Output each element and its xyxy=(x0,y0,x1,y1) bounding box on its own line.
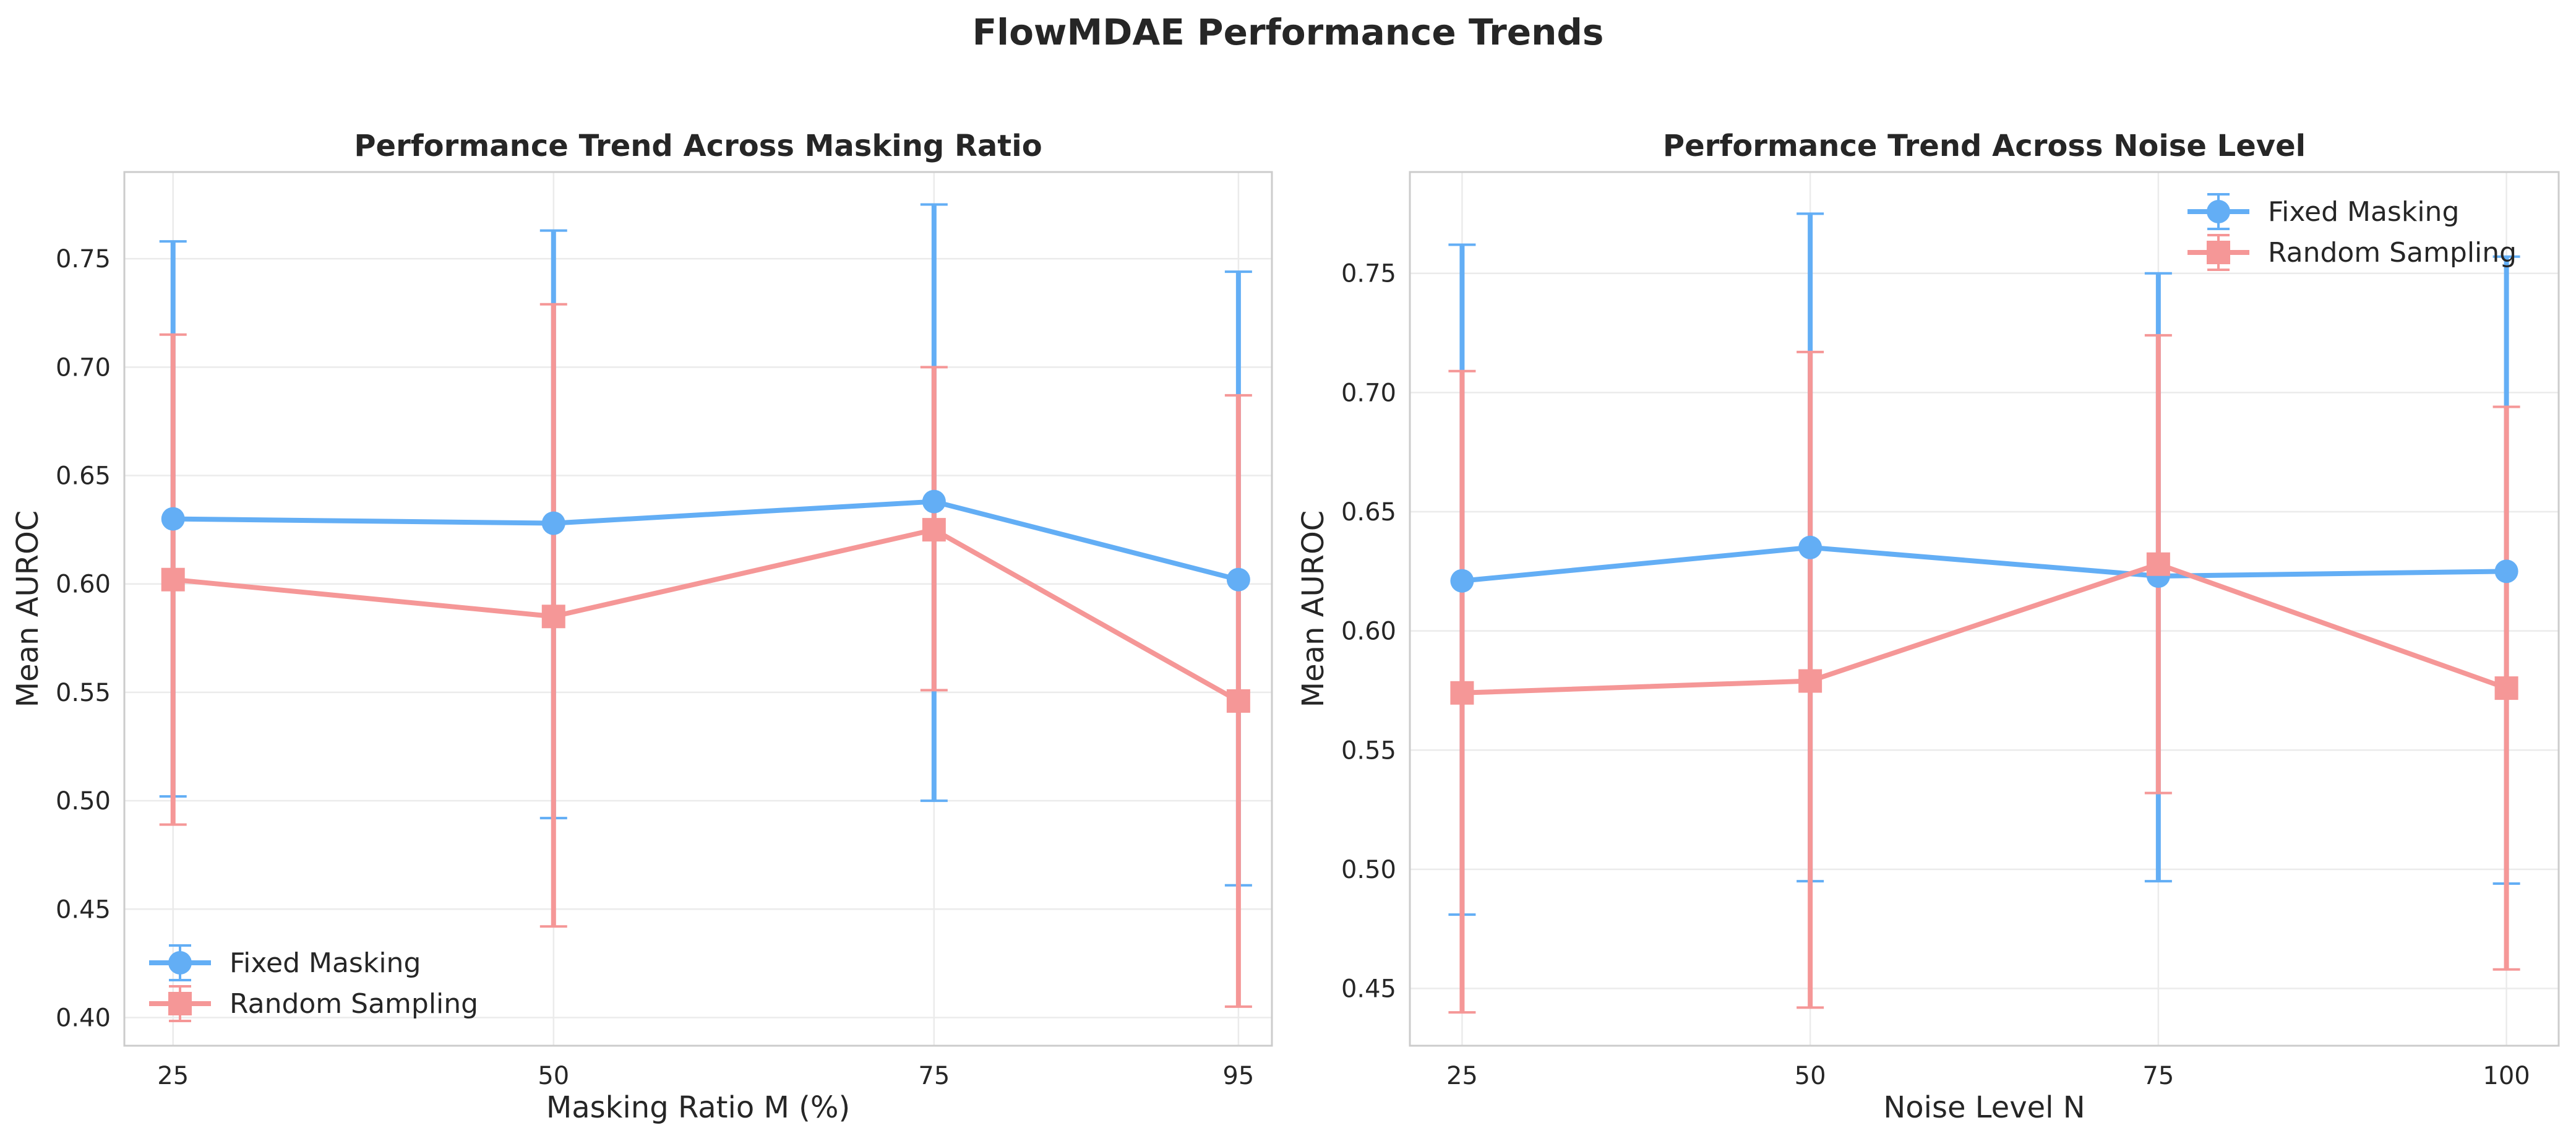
chart-title: Performance Trend Across Masking Ratio xyxy=(354,129,1042,163)
series-line-1 xyxy=(173,527,1240,704)
error-bars-1 xyxy=(1448,334,2520,1014)
y-tick-label: 0.45 xyxy=(1341,975,1396,1004)
y-tick-label: 0.60 xyxy=(56,570,111,599)
legend: Fixed Masking Random Sampling xyxy=(2187,193,2517,271)
legend-marker xyxy=(2207,241,2230,264)
x-tick-label: 75 xyxy=(918,1062,950,1090)
x-tick-label: 100 xyxy=(2483,1062,2530,1090)
x-tick-label: 95 xyxy=(1222,1062,1254,1090)
x-tick-label: 50 xyxy=(1795,1062,1826,1090)
data-point xyxy=(1450,569,1474,593)
series-line-0 xyxy=(173,499,1239,582)
x-tick-label: 25 xyxy=(157,1062,189,1090)
y-tick-label: 0.60 xyxy=(1341,618,1396,646)
x-tick-label: 75 xyxy=(2142,1062,2174,1090)
y-axis-label: Mean AUROC xyxy=(11,510,45,708)
series-line-1 xyxy=(1462,561,2507,695)
series-line-0 xyxy=(1462,545,2507,583)
legend-label: Fixed Masking xyxy=(230,947,421,979)
y-tick-label: 0.45 xyxy=(56,895,111,924)
x-axis-label: Masking Ratio M (%) xyxy=(546,1090,850,1125)
legend-label: Random Sampling xyxy=(2268,237,2517,269)
legend-marker xyxy=(168,951,192,975)
x-tick-label: 50 xyxy=(538,1062,569,1090)
data-point xyxy=(922,489,946,514)
y-tick-label: 0.65 xyxy=(1341,498,1396,527)
data-point xyxy=(1450,681,1474,705)
y-tick-label: 0.70 xyxy=(56,353,111,382)
error-bars-1 xyxy=(159,303,1252,1008)
data-point xyxy=(2494,559,2518,583)
data-point xyxy=(541,605,565,629)
chart-title: Performance Trend Across Noise Level xyxy=(1663,129,2306,163)
legend-label: Random Sampling xyxy=(230,988,478,1020)
data-point xyxy=(2146,552,2170,576)
x-tick-label: 25 xyxy=(1446,1062,1478,1090)
y-tick-label: 0.75 xyxy=(1341,260,1396,288)
data-point xyxy=(1798,669,1823,693)
x-axis-label: Noise Level N xyxy=(1883,1090,2085,1125)
y-tick-label: 0.65 xyxy=(56,462,111,491)
legend-marker xyxy=(168,992,192,1015)
y-tick-label: 0.55 xyxy=(56,679,111,707)
y-tick-label: 0.50 xyxy=(56,787,111,816)
data-point xyxy=(2494,676,2518,700)
data-point xyxy=(922,518,946,542)
figure-title: FlowMDAE Performance Trends xyxy=(972,11,1604,53)
error-bars-0 xyxy=(159,203,1252,887)
y-tick-label: 0.55 xyxy=(1341,736,1396,765)
y-tick-label: 0.70 xyxy=(1341,379,1396,407)
data-point xyxy=(1226,567,1250,592)
y-tick-label: 0.50 xyxy=(1341,856,1396,884)
gridlines xyxy=(1410,172,2559,1046)
gridlines xyxy=(124,172,1272,1046)
chart-masking-ratio: 0.40 0.45 0.50 0.55 0.60 0.65 0.70 0.75 25 50 75 95… xyxy=(11,129,1273,1125)
data-point xyxy=(161,567,185,592)
y-tick-label: 0.75 xyxy=(56,245,111,273)
y-tick-label: 0.40 xyxy=(56,1004,111,1032)
data-point xyxy=(541,511,565,535)
data-point xyxy=(161,507,185,531)
plot-frame xyxy=(123,171,1273,1047)
y-axis-label: Mean AUROC xyxy=(1296,510,1331,708)
data-point xyxy=(1798,535,1823,559)
legend-label: Fixed Masking xyxy=(2268,196,2459,228)
plot-frame xyxy=(1409,171,2560,1047)
chart-noise-level: 0.45 0.50 0.55 0.60 0.65 0.70 0.75 25 50 75 100 Per… xyxy=(1296,129,2560,1125)
legend: Fixed Masking Random Sampling xyxy=(149,944,478,1022)
data-point xyxy=(1226,689,1250,713)
legend-marker xyxy=(2207,200,2230,223)
